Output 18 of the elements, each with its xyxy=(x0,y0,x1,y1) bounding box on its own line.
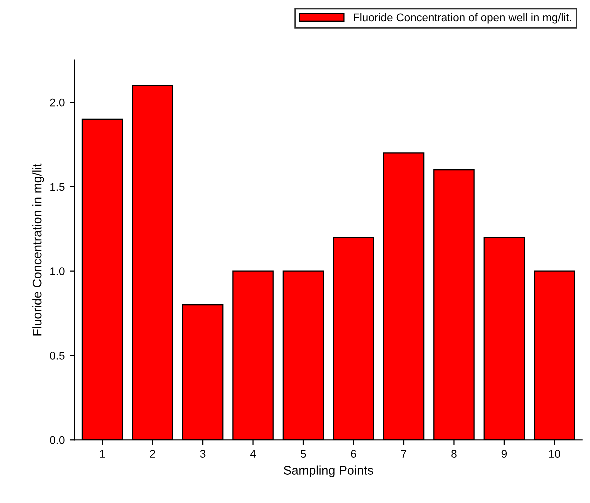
y-tick-label: 2.0 xyxy=(50,98,65,107)
x-axis-title: Sampling Points xyxy=(284,466,374,478)
x-tick-label: 2 xyxy=(150,450,156,458)
x-tick-label: 4 xyxy=(250,450,256,458)
x-tick-label: 10 xyxy=(549,450,560,458)
y-tick-label: 0.5 xyxy=(50,352,65,360)
x-tick-label: 9 xyxy=(502,450,508,458)
x-tick-label: 5 xyxy=(300,450,306,458)
x-tick-label: 7 xyxy=(401,450,407,458)
x-tick-label: 3 xyxy=(200,450,206,458)
y-axis-title: Fluoride Concentration in mg/lit xyxy=(32,164,44,336)
y-tick-label: 1.0 xyxy=(50,268,65,276)
y-tick-label: 1.5 xyxy=(50,183,65,192)
x-tick-label: 8 xyxy=(452,450,457,458)
x-tick-label: 1 xyxy=(100,450,106,458)
x-tick-label: 6 xyxy=(351,450,356,458)
legend-label: Fluoride Concentration of open well in mg/lit. xyxy=(354,13,572,24)
y-tick-label: 0.0 xyxy=(50,436,65,444)
